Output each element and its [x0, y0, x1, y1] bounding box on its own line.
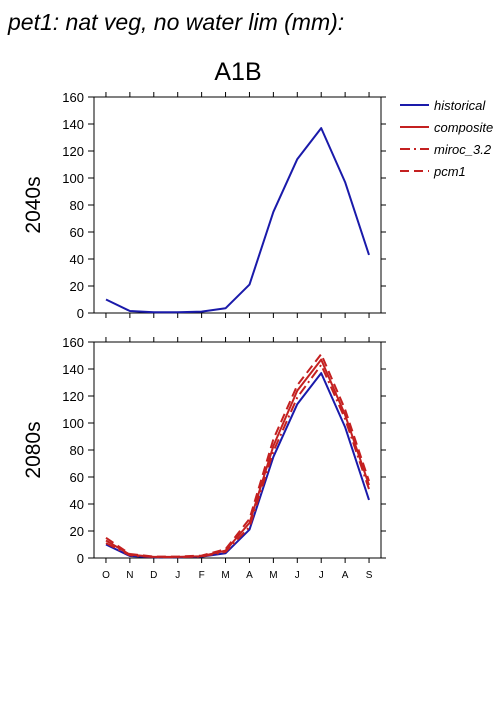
y-tick-label: 60	[70, 470, 84, 485]
legend-label: pcm1	[433, 164, 466, 179]
y-tick-label: 80	[70, 443, 84, 458]
x-tick-label: A	[246, 570, 253, 581]
series-line-composite	[105, 358, 370, 558]
y-tick-label: 120	[62, 389, 84, 404]
panel-2040s: 0 20 40 60 80 100 120 140 160 2040s	[22, 90, 386, 321]
y-tick-label: 0	[77, 306, 84, 321]
y-tick-label: 100	[62, 171, 84, 186]
y-tick-label: 160	[62, 90, 84, 105]
y-tick-label: 100	[62, 416, 84, 431]
scenario-title: A1B	[214, 58, 261, 86]
x-tick-label: D	[150, 570, 157, 581]
x-tick-label: A	[342, 570, 349, 581]
series-line-pcm1	[105, 353, 370, 558]
y-tick-label: 40	[70, 252, 84, 267]
figure-title: pet1: nat veg, no water lim (mm):	[7, 9, 344, 35]
x-tick-label: M	[269, 570, 277, 581]
y-tick-label: 20	[70, 279, 84, 294]
x-tick-label: J	[319, 570, 324, 581]
series-line-historical	[105, 372, 370, 559]
series-line-historical	[105, 127, 370, 314]
y-tick-label: 140	[62, 117, 84, 132]
x-tick-label: J	[295, 570, 300, 581]
x-tick-label: J	[175, 570, 180, 581]
y-tick-label: 160	[62, 335, 84, 350]
legend-label: miroc_3.2	[434, 142, 492, 157]
plot-frame	[93, 341, 382, 559]
legend-label: historical	[434, 98, 486, 113]
y-axis-label: 2080s	[22, 421, 45, 478]
x-tick-label: O	[102, 570, 110, 581]
y-tick-label: 120	[62, 144, 84, 159]
legend-label: composite	[434, 120, 493, 135]
y-tick-label: 40	[70, 497, 84, 512]
y-tick-label: 140	[62, 362, 84, 377]
legend: historical composite miroc_3.2 pcm1	[400, 98, 493, 179]
chart-panels: 0 20 40 60 80 100 120 140 160 2040s 0 20 40 60 80 100 12…	[22, 90, 386, 581]
y-tick-label: 0	[77, 551, 84, 566]
x-tick-label: F	[199, 570, 205, 581]
panel-2080s: 0 20 40 60 80 100 120 140 160 O N D J F M A M J J A S 2080s	[22, 335, 386, 581]
y-tick-label: 20	[70, 524, 84, 539]
x-tick-label: N	[126, 570, 133, 581]
y-tick-label: 60	[70, 225, 84, 240]
x-tick-label: S	[366, 570, 373, 581]
plot-frame	[93, 96, 382, 314]
x-tick-label: M	[221, 570, 229, 581]
y-axis-label: 2040s	[22, 176, 45, 233]
y-tick-label: 80	[70, 198, 84, 213]
